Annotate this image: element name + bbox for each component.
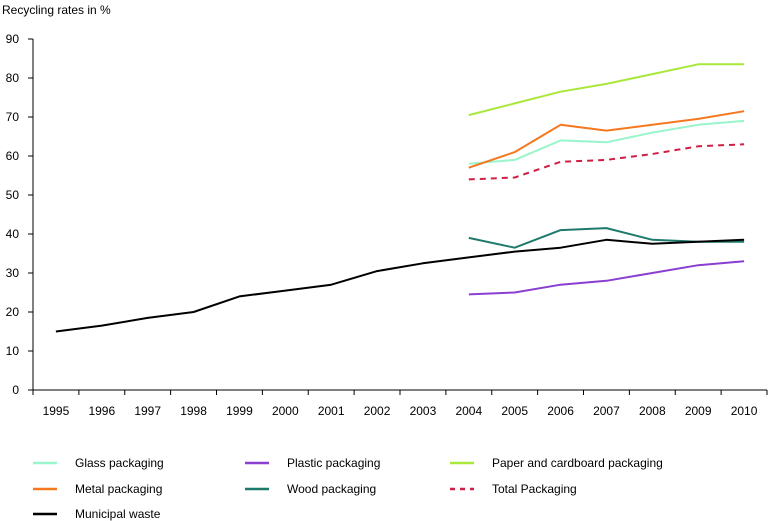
- axes: 0 10 20 30 40 50 60 70 80 90 1995 1996 1997 1998 1999 2…: [6, 32, 768, 418]
- x-tick-label: 1999: [226, 404, 253, 418]
- x-tick-label: 2007: [593, 404, 620, 418]
- y-tick-label: 90: [6, 32, 20, 46]
- y-tick-label: 70: [6, 110, 20, 124]
- legend-label-total-packaging: Total Packaging: [492, 482, 577, 496]
- y-tick-label: 60: [6, 149, 20, 163]
- x-tick-label: 2000: [272, 404, 299, 418]
- series-lines: [55, 63, 745, 333]
- x-tick-label: 2008: [639, 404, 666, 418]
- x-tick-label: 2005: [501, 404, 528, 418]
- legend-label-plastic-packaging: Plastic packaging: [287, 456, 380, 470]
- y-tick-label: 40: [6, 227, 20, 241]
- y-tick-label: 0: [12, 383, 19, 397]
- legend-label-glass-packaging: Glass packaging: [75, 456, 164, 470]
- series-line-wood-packaging: [468, 227, 745, 249]
- y-tick-label: 80: [6, 71, 20, 85]
- y-tick-label: 30: [6, 266, 20, 280]
- x-tick-label: 1997: [134, 404, 161, 418]
- x-tick-label: 2002: [364, 404, 391, 418]
- legend-label-metal-packaging: Metal packaging: [75, 482, 162, 496]
- x-tick-label: 2010: [731, 404, 758, 418]
- x-tick-label: 1998: [180, 404, 207, 418]
- y-axis-label: Recycling rates in %: [2, 3, 111, 17]
- legend-label-wood-packaging: Wood packaging: [287, 482, 376, 496]
- x-tick-label: 1996: [88, 404, 115, 418]
- legend: Glass packaging Plastic packaging Paper an…: [33, 456, 663, 521]
- series-line-municipal-waste: [55, 238, 745, 333]
- x-tick-label: 2006: [547, 404, 574, 418]
- series-line-plastic-packaging: [468, 260, 745, 296]
- y-tick-label: 50: [6, 188, 20, 202]
- x-tick-label: 2001: [318, 404, 345, 418]
- legend-label-municipal-waste: Municipal waste: [75, 507, 161, 521]
- x-tick-label: 2009: [685, 404, 712, 418]
- x-tick-label: 2003: [410, 404, 437, 418]
- series-line-metal-packaging: [468, 110, 745, 169]
- series-line-paper-and-cardboard-packaging: [468, 63, 745, 117]
- series-line-glass-packaging: [468, 119, 745, 165]
- series-line-total-packaging: [468, 143, 745, 181]
- legend-label-paper-and-cardboard-packaging: Paper and cardboard packaging: [492, 456, 663, 470]
- y-tick-label: 10: [6, 344, 20, 358]
- x-tick-label: 2004: [455, 404, 482, 418]
- x-tick-label: 1995: [43, 404, 70, 418]
- y-tick-label: 20: [6, 305, 20, 319]
